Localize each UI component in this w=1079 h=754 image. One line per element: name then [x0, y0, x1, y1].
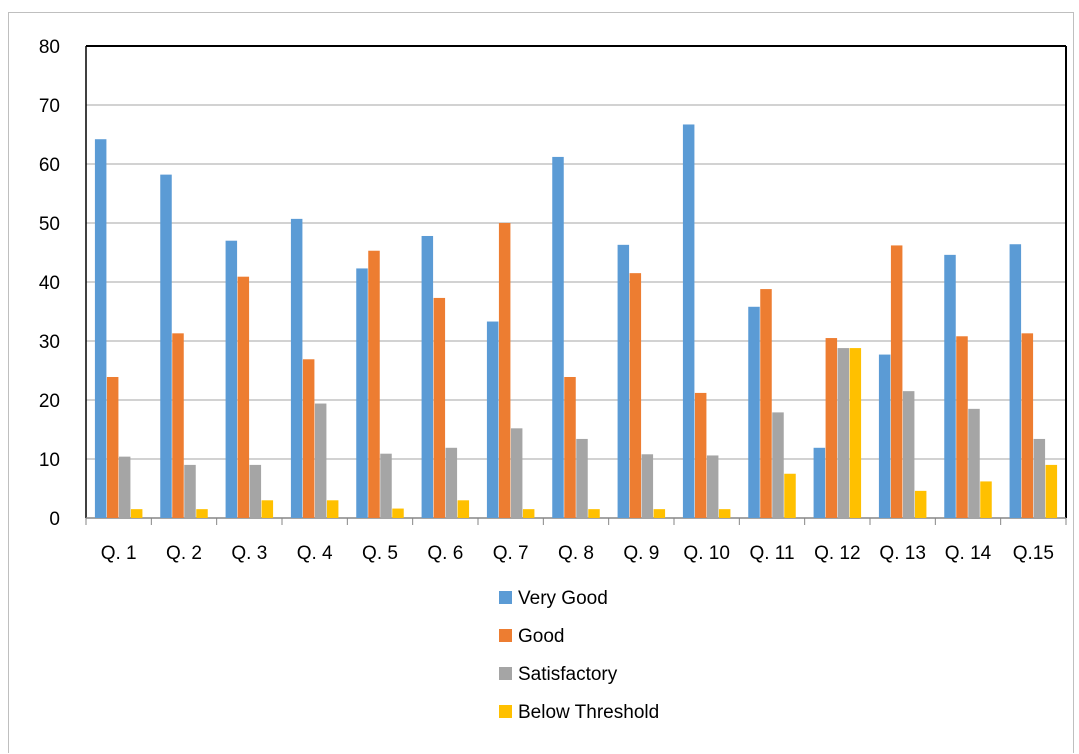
bar-satisfactory [510, 428, 523, 518]
x-tick-label: Q. 3 [231, 543, 267, 564]
bar-very-good [160, 174, 172, 518]
bar-very-good [813, 447, 826, 518]
bar-very-good [94, 139, 107, 518]
bar-satisfactory [380, 453, 392, 518]
bar-below-threshold [196, 509, 208, 518]
bar-good [890, 245, 903, 519]
bar-satisfactory [314, 403, 327, 518]
legend-label: Good [518, 626, 564, 647]
bar-satisfactory [576, 438, 588, 518]
x-tick-label: Q. 13 [879, 543, 925, 564]
x-tick-label: Q. 9 [623, 543, 659, 564]
legend-swatch [499, 591, 512, 604]
bar-good [956, 336, 968, 518]
x-tick-label: Q. 7 [493, 543, 529, 564]
bar-good [237, 276, 250, 518]
y-tick-label: 30 [39, 332, 60, 353]
bar-very-good [356, 268, 368, 518]
bar-very-good [290, 218, 303, 518]
bar-good [433, 297, 446, 518]
legend-label: Very Good [518, 588, 608, 609]
bar-below-threshold [718, 509, 731, 518]
bar-good [368, 250, 380, 519]
y-tick-label: 80 [39, 37, 60, 58]
legend-label: Below Threshold [518, 702, 659, 723]
bar-satisfactory [772, 412, 784, 518]
bar-very-good [682, 124, 695, 518]
bar-good [1021, 333, 1034, 518]
x-tick-label: Q. 10 [683, 543, 729, 564]
y-tick-label: 70 [39, 96, 60, 117]
x-tick-label: Q.15 [1013, 543, 1054, 564]
bar-satisfactory [249, 464, 262, 518]
bar-good [825, 338, 838, 518]
legend-swatch [499, 629, 512, 642]
bar-satisfactory [641, 454, 654, 518]
x-tick-label: Q. 6 [427, 543, 463, 564]
bar-good [302, 359, 315, 518]
bar-satisfactory [445, 447, 458, 518]
legend-label: Satisfactory [518, 664, 618, 685]
y-tick-label: 40 [39, 273, 60, 294]
chart-frame: 0 10 20 30 40 50 60 70 80 Q. 1 Q. 2 Q. 3 Q. 4 Q. 5 Q. … [8, 12, 1074, 753]
bar-very-good [617, 244, 630, 518]
x-tick-label: Q. 2 [166, 543, 202, 564]
y-tick-label: 20 [39, 391, 60, 412]
bar-below-threshold [326, 500, 339, 518]
y-tick-label: 60 [39, 155, 60, 176]
legend-swatch [499, 705, 512, 718]
bar-satisfactory [902, 391, 915, 518]
bar-below-threshold [980, 481, 992, 518]
bar-very-good [225, 240, 238, 518]
bar-below-threshold [261, 500, 274, 518]
bar-very-good [421, 235, 434, 519]
y-tick-label: 10 [39, 450, 60, 471]
bar-below-threshold [457, 500, 470, 518]
x-tick-label: Q. 14 [945, 543, 992, 564]
bar-below-threshold [130, 509, 143, 518]
bar-below-threshold [653, 509, 666, 518]
bar-below-threshold [1045, 464, 1058, 518]
bar-satisfactory [118, 456, 131, 518]
bar-very-good [944, 254, 956, 519]
bar-below-threshold [914, 490, 927, 518]
x-tick-label: Q. 5 [362, 543, 398, 564]
bar-chart: 0 10 20 30 40 50 60 70 80 Q. 1 Q. 2 Q. 3 Q. 4 Q. 5 Q. … [39, 37, 1067, 723]
bar-below-threshold [849, 348, 862, 518]
bar-satisfactory [1033, 438, 1046, 518]
y-tick-label: 50 [39, 214, 60, 235]
bar-below-threshold [522, 509, 535, 518]
legend-swatch [499, 667, 512, 680]
bar-good [564, 376, 576, 518]
bar-very-good [486, 321, 499, 518]
bar-good [106, 376, 119, 518]
bar-good [172, 333, 184, 518]
bar-very-good [1009, 244, 1022, 519]
x-tick-label: Q. 4 [297, 543, 333, 564]
y-tick-label: 0 [49, 509, 60, 530]
bar-good [694, 392, 707, 518]
bar-very-good [552, 156, 564, 519]
bar-good [498, 223, 511, 518]
bar-satisfactory [968, 408, 980, 518]
bar-below-threshold [588, 509, 600, 518]
bar-satisfactory [184, 464, 196, 518]
bar-very-good [748, 306, 760, 518]
bar-good [760, 289, 772, 518]
bar-satisfactory [706, 455, 719, 518]
x-tick-label: Q. 12 [814, 543, 860, 564]
x-tick-label: Q. 1 [101, 543, 137, 564]
bar-below-threshold [392, 508, 404, 518]
bar-below-threshold [784, 473, 796, 518]
x-tick-label: Q. 11 [749, 543, 794, 564]
bar-good [629, 273, 642, 518]
x-tick-label: Q. 8 [558, 543, 594, 564]
bar-very-good [878, 354, 891, 518]
bar-satisfactory [837, 348, 850, 518]
